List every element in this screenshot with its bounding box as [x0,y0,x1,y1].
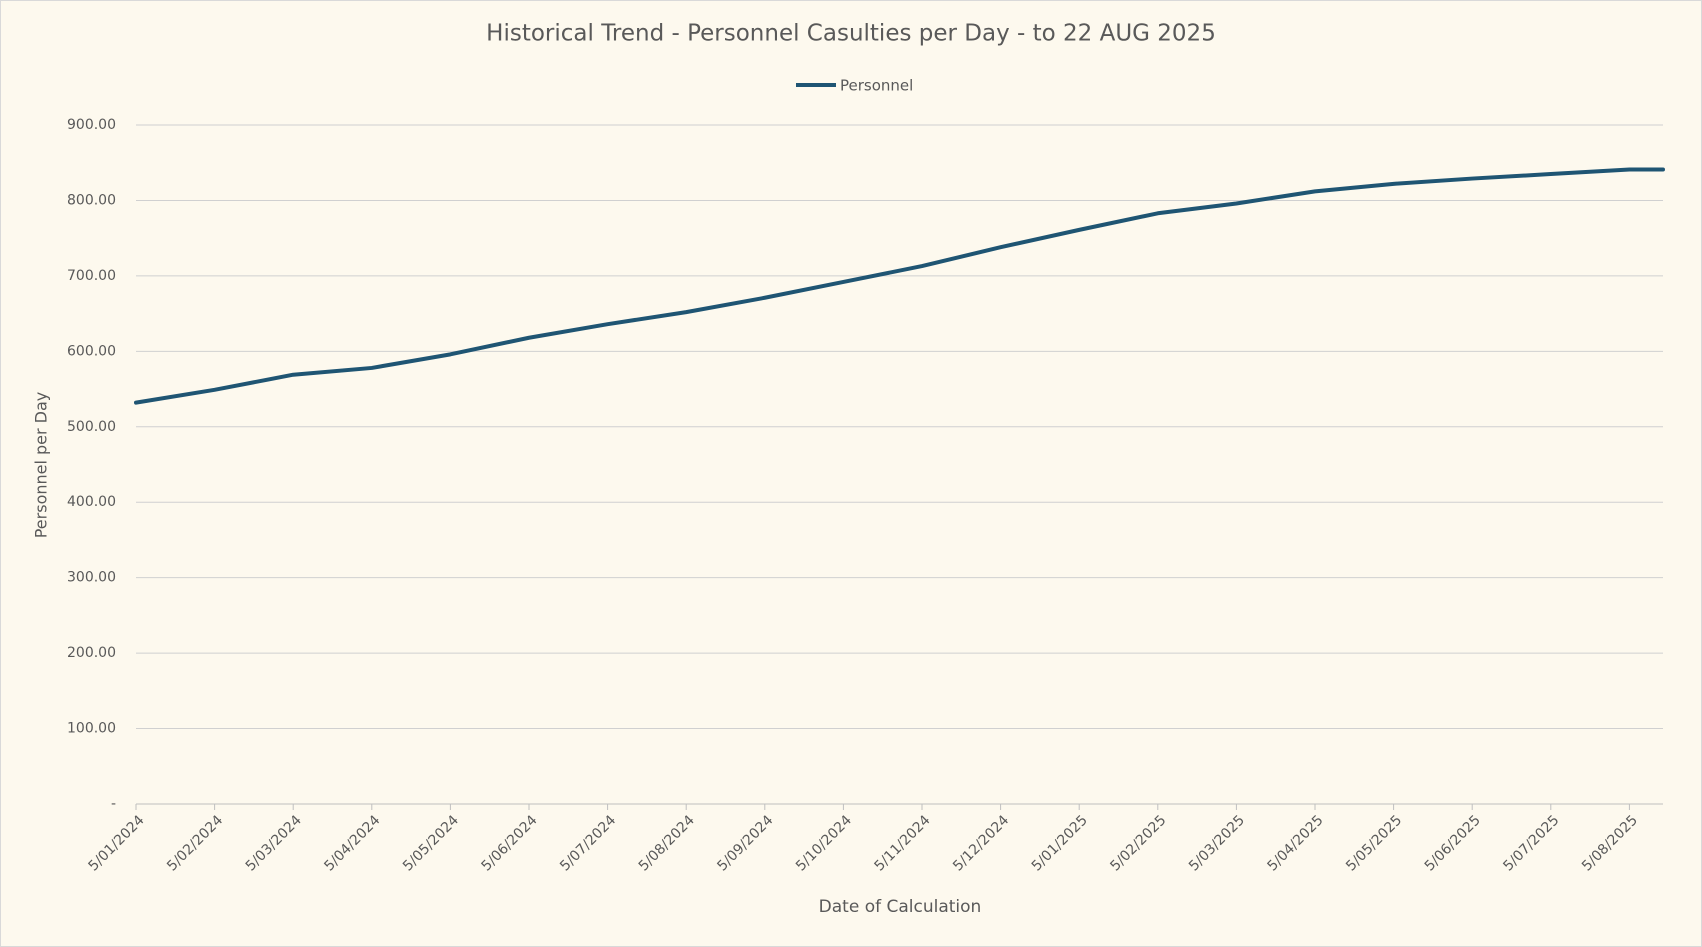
x-axis-title: Date of Calculation [819,897,982,917]
y-tick-label: 200.00 [67,645,116,661]
y-tick-label: 600.00 [67,343,116,359]
y-tick-label: 900.00 [67,117,116,133]
data-line [134,167,1665,405]
y-axis-title: Personnel per Day [32,392,51,539]
y-tick-label: - [111,796,116,812]
y-tick-label: 300.00 [67,570,116,586]
y-tick-label: 700.00 [67,268,116,284]
y-tick-label: 800.00 [67,192,116,208]
chart-title: Historical Trend - Personnel Casulties p… [486,21,1216,47]
y-tick-label: 100.00 [67,721,116,737]
legend-label: Personnel [840,77,913,95]
y-tick-label: 400.00 [67,494,116,510]
y-tick-label: 500.00 [67,419,116,435]
